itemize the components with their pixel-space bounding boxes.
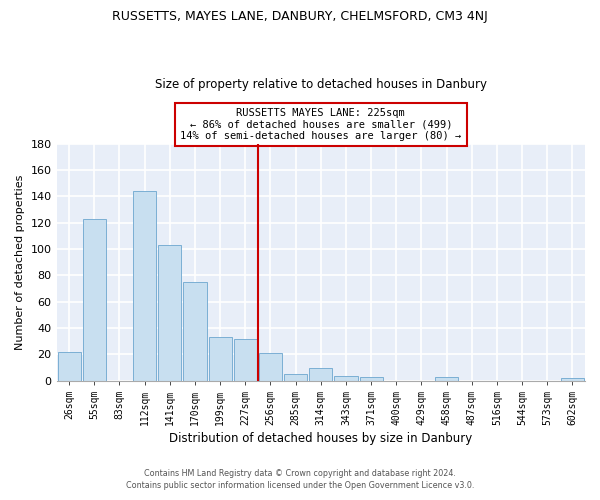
Y-axis label: Number of detached properties: Number of detached properties [15, 174, 25, 350]
Bar [184, 282, 206, 381]
Bar [209, 338, 232, 381]
Bar [83, 218, 106, 381]
Bar [158, 245, 181, 381]
Bar [234, 338, 257, 381]
Bar [359, 377, 383, 381]
Bar [309, 368, 332, 381]
Bar [561, 378, 584, 381]
Bar [133, 191, 156, 381]
Bar [435, 377, 458, 381]
Bar [284, 374, 307, 381]
Bar [58, 352, 80, 381]
Text: RUSSETTS, MAYES LANE, DANBURY, CHELMSFORD, CM3 4NJ: RUSSETTS, MAYES LANE, DANBURY, CHELMSFOR… [112, 10, 488, 23]
Text: RUSSETTS MAYES LANE: 225sqm
← 86% of detached houses are smaller (499)
14% of se: RUSSETTS MAYES LANE: 225sqm ← 86% of det… [180, 108, 461, 141]
Title: Size of property relative to detached houses in Danbury: Size of property relative to detached ho… [155, 78, 487, 91]
Bar [334, 376, 358, 381]
X-axis label: Distribution of detached houses by size in Danbury: Distribution of detached houses by size … [169, 432, 472, 445]
Bar [259, 353, 282, 381]
Text: Contains HM Land Registry data © Crown copyright and database right 2024.
Contai: Contains HM Land Registry data © Crown c… [126, 468, 474, 490]
